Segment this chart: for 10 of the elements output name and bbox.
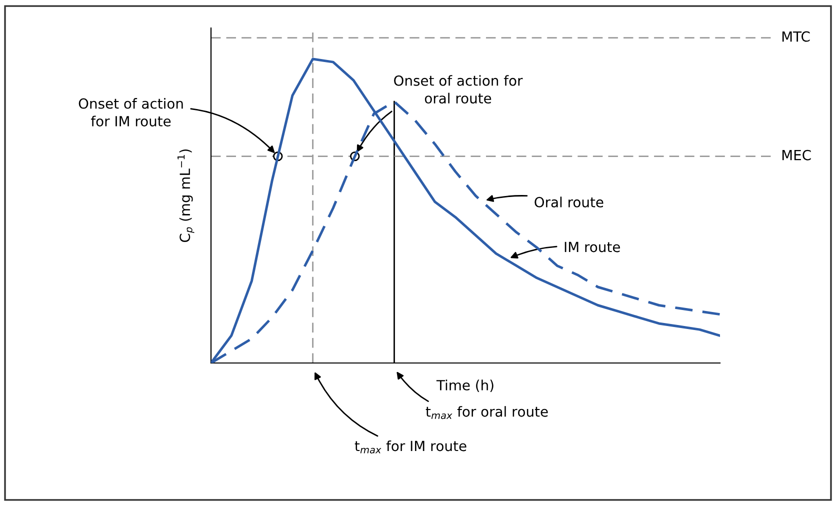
text: t$_{max}$ for oral route [426,406,548,420]
annotation: Onset of action for oral route [394,75,523,104]
ref-line-label: MEC [782,150,811,160]
annotation: IM route [564,242,620,252]
y-axis-title: C$_{p}$ (mg mL$^{−1}$) [178,149,194,242]
annotation: Oral route [534,196,604,208]
ref-line-label: MTC [782,31,810,42]
text: Onset of action for IM route [78,98,183,126]
text: t$_{max}$ for IM route [354,440,466,454]
x-axis-title: Time (h) [436,380,494,392]
